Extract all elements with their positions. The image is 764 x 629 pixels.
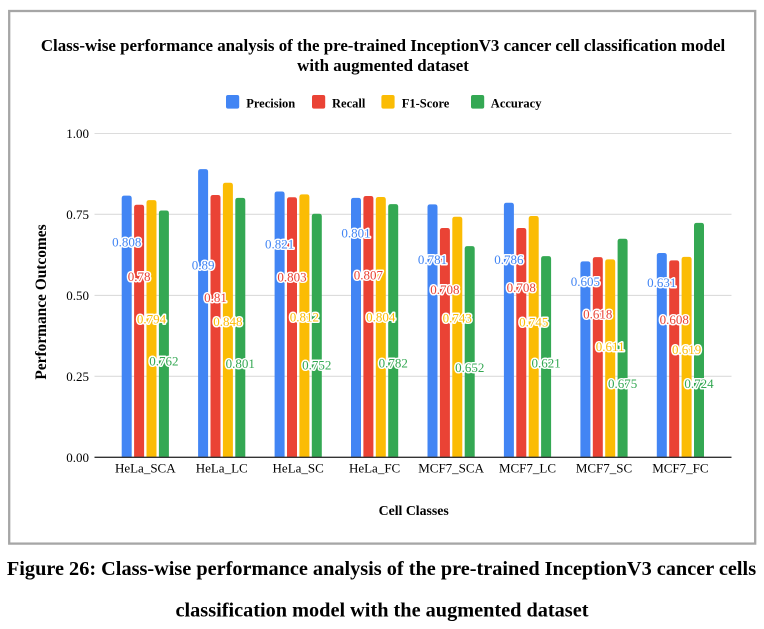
svg-text:0.631: 0.631 bbox=[647, 275, 676, 290]
svg-text:1.00: 1.00 bbox=[66, 126, 89, 141]
svg-text:MCF7_LC: MCF7_LC bbox=[499, 461, 556, 476]
svg-text:0.752: 0.752 bbox=[302, 358, 331, 373]
svg-text:Precision: Precision bbox=[246, 96, 295, 110]
svg-text:MCF7_SC: MCF7_SC bbox=[576, 461, 632, 476]
svg-text:HeLa_FC: HeLa_FC bbox=[349, 461, 400, 476]
svg-text:0.786: 0.786 bbox=[494, 252, 524, 267]
svg-text:0.821: 0.821 bbox=[265, 237, 294, 252]
svg-text:0.812: 0.812 bbox=[290, 310, 319, 325]
svg-text:0.618: 0.618 bbox=[583, 307, 612, 322]
svg-text:F1-Score: F1-Score bbox=[402, 96, 450, 110]
svg-text:Accuracy: Accuracy bbox=[491, 96, 542, 110]
svg-text:0.781: 0.781 bbox=[418, 252, 447, 267]
svg-text:0.675: 0.675 bbox=[608, 376, 637, 391]
svg-text:HeLa_SCA: HeLa_SCA bbox=[115, 461, 176, 476]
svg-text:Performance Outcomes: Performance Outcomes bbox=[33, 224, 50, 379]
svg-text:classification model with the: classification model with the augmented … bbox=[176, 600, 589, 622]
svg-text:0.81: 0.81 bbox=[204, 290, 227, 305]
svg-text:0.708: 0.708 bbox=[430, 282, 459, 297]
svg-text:0.75: 0.75 bbox=[66, 207, 89, 222]
svg-text:0.78: 0.78 bbox=[128, 269, 151, 284]
svg-text:MCF7_SCA: MCF7_SCA bbox=[418, 461, 484, 476]
svg-text:Figure 26: Class-wise performa: Figure 26: Class-wise performance analys… bbox=[7, 558, 756, 580]
svg-text:0.801: 0.801 bbox=[341, 226, 370, 241]
svg-text:0.804: 0.804 bbox=[366, 310, 396, 325]
svg-text:Class-wise performance analysi: Class-wise performance analysis of the p… bbox=[41, 36, 726, 55]
svg-text:0.762: 0.762 bbox=[149, 354, 178, 369]
svg-text:0.782: 0.782 bbox=[379, 356, 408, 371]
svg-text:0.50: 0.50 bbox=[66, 288, 89, 303]
svg-text:0.807: 0.807 bbox=[354, 268, 384, 283]
svg-text:0.605: 0.605 bbox=[571, 274, 600, 289]
svg-text:0.803: 0.803 bbox=[277, 270, 306, 285]
svg-text:with augmented dataset: with augmented dataset bbox=[297, 56, 469, 75]
svg-text:0.89: 0.89 bbox=[192, 258, 215, 273]
svg-text:0.808: 0.808 bbox=[112, 235, 141, 250]
svg-text:0.743: 0.743 bbox=[443, 310, 472, 325]
svg-text:0.621: 0.621 bbox=[531, 356, 560, 371]
svg-text:0.794: 0.794 bbox=[137, 311, 167, 326]
svg-text:HeLa_LC: HeLa_LC bbox=[196, 461, 248, 476]
svg-text:0.619: 0.619 bbox=[672, 342, 701, 357]
svg-text:0.00: 0.00 bbox=[66, 450, 89, 465]
svg-text:HeLa_SC: HeLa_SC bbox=[273, 461, 324, 476]
svg-text:0.745: 0.745 bbox=[519, 315, 548, 330]
svg-text:MCF7_FC: MCF7_FC bbox=[652, 461, 708, 476]
svg-text:Cell Classes: Cell Classes bbox=[379, 503, 450, 518]
svg-text:0.724: 0.724 bbox=[684, 376, 714, 391]
svg-text:0.708: 0.708 bbox=[507, 280, 536, 295]
svg-text:Recall: Recall bbox=[332, 96, 366, 110]
svg-text:0.25: 0.25 bbox=[66, 369, 89, 384]
svg-text:0.611: 0.611 bbox=[596, 339, 625, 354]
svg-text:0.652: 0.652 bbox=[455, 360, 484, 375]
svg-text:0.801: 0.801 bbox=[226, 356, 255, 371]
svg-text:0.848: 0.848 bbox=[213, 314, 242, 329]
svg-text:0.608: 0.608 bbox=[660, 312, 689, 327]
